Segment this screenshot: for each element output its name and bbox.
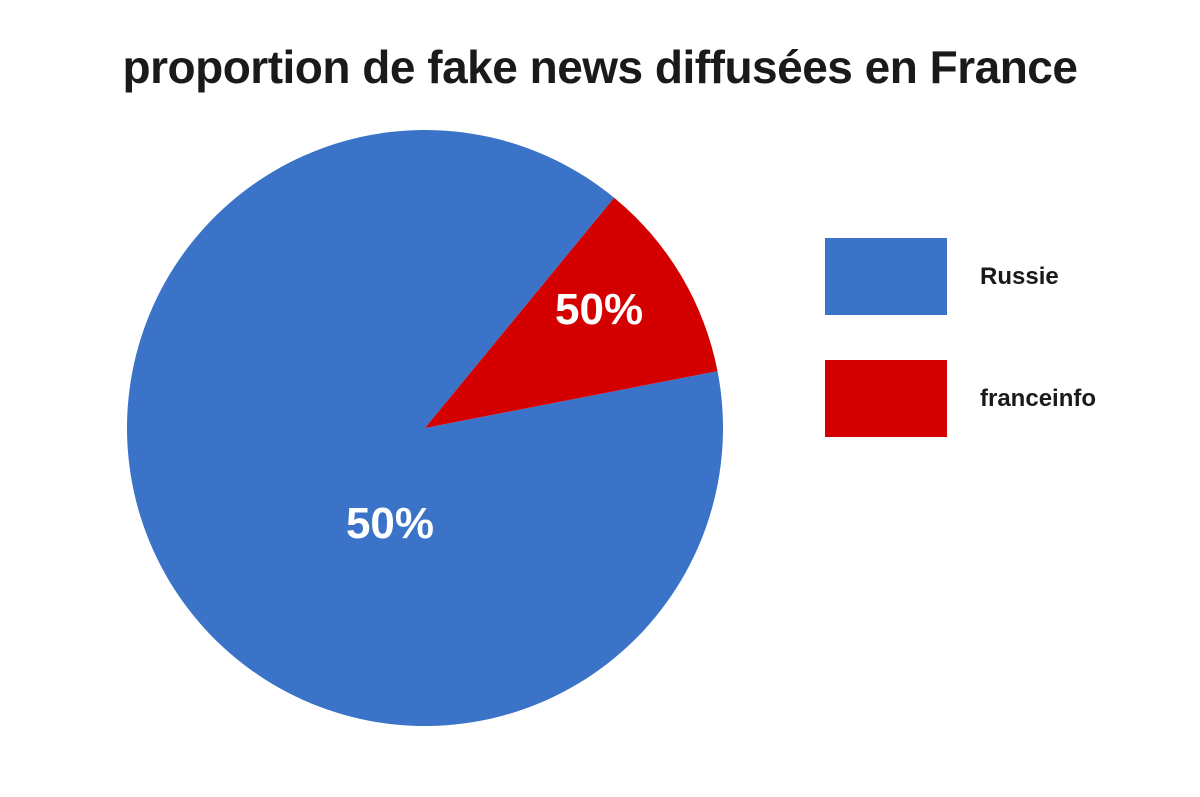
pie-slices [127,129,723,726]
legend-swatch-russie [825,238,947,315]
chart-title: proportion de fake news diffusées en Fra… [122,41,1078,93]
legend-item-franceinfo: franceinfo [825,360,1145,438]
legend-label-russie: Russie [980,263,1059,290]
pie-slice-franceinfo [425,197,718,428]
slice-label-franceinfo: 50% [555,285,643,334]
legend-swatch-franceinfo [825,360,947,437]
legend-label-franceinfo: franceinfo [980,385,1097,412]
pie-slice-labels: 50% 50% [346,285,643,548]
pie-slice-russie [127,129,723,726]
legend: Russie franceinfo [825,238,1145,482]
legend-item-russie: Russie [825,238,1145,316]
slice-label-russie: 50% [346,499,434,548]
